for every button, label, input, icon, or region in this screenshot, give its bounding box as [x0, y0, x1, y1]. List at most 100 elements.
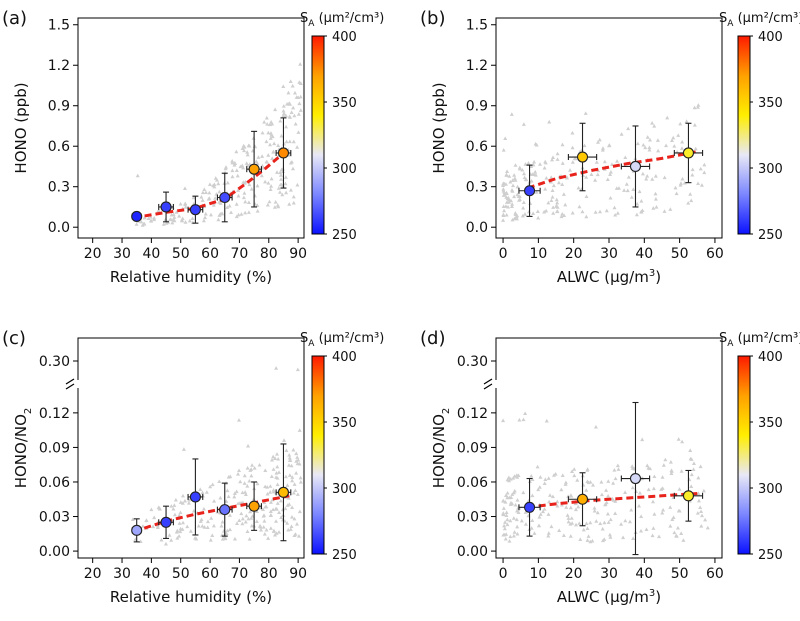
scatter-point: [674, 191, 679, 196]
scatter-point: [234, 149, 239, 154]
scatter-point: [650, 177, 655, 181]
scatter-point: [561, 533, 566, 538]
scatter-point: [611, 498, 616, 502]
plot-frame: [77, 337, 305, 559]
scatter-point: [269, 184, 274, 188]
scatter-point: [503, 536, 508, 541]
scatter-point: [515, 531, 520, 536]
scatter-point: [690, 167, 695, 172]
scatter-point: [606, 520, 611, 524]
scatter-point: [209, 516, 214, 520]
scatter-point: [523, 162, 528, 166]
scatter-point: [163, 541, 168, 546]
scatter-point: [290, 478, 295, 483]
scatter-point: [287, 114, 292, 119]
colorbar-title: SA (μm²/cm³): [300, 331, 384, 349]
background-scatter: [501, 103, 707, 222]
colorbar-tick-label: 250: [332, 548, 357, 563]
scatter-point: [584, 194, 589, 199]
scatter-point: [676, 133, 681, 137]
scatter-point: [521, 122, 526, 126]
scatter-point: [637, 490, 642, 495]
scatter-point: [689, 457, 694, 461]
scatter-point: [155, 523, 160, 528]
scatter-point: [513, 163, 518, 167]
scatter-point: [688, 192, 693, 196]
scatter-point: [696, 498, 701, 503]
scatter-point: [505, 490, 510, 495]
scatter-point: [550, 494, 555, 499]
scatter-point: [289, 524, 294, 528]
scatter-point: [635, 201, 640, 206]
scatter-point: [277, 190, 282, 194]
scatter-point: [264, 159, 269, 164]
scatter-point: [203, 211, 208, 216]
scatter-point: [533, 169, 538, 174]
scatter-point: [551, 473, 556, 477]
scatter-point: [669, 471, 674, 475]
scatter-point: [270, 121, 275, 126]
scatter-point: [191, 195, 196, 200]
scatter-point: [271, 528, 276, 533]
scatter-point: [608, 535, 613, 539]
scatter-point: [526, 209, 531, 214]
scatter-point: [544, 176, 549, 180]
scatter-point: [243, 492, 248, 497]
scatter-point: [249, 467, 254, 471]
colorbar-title-units: (μm²/cm³): [314, 11, 384, 26]
scatter-point: [179, 218, 184, 222]
scatter-point: [208, 484, 213, 489]
data-point: [576, 151, 589, 163]
scatter-point: [614, 186, 619, 190]
scatter-point: [689, 198, 694, 203]
scatter-point: [505, 169, 510, 174]
scatter-point: [508, 518, 513, 523]
panel-a: 20 30 40 50 60 70 80 90 0.0 0.3 0.6 0.9 1.2 1.5 Relati…: [2, 8, 384, 286]
scatter-point: [573, 507, 578, 512]
scatter-point: [241, 143, 246, 148]
scatter-point: [599, 492, 604, 497]
scatter-point: [274, 531, 279, 535]
scatter-point: [615, 211, 620, 215]
scatter-point: [278, 173, 283, 177]
scatter-point: [229, 210, 234, 215]
y-tick-label-top: 0.30: [457, 354, 488, 370]
y-tick-label: 0.3: [466, 180, 488, 196]
scatter-point: [695, 511, 700, 515]
data-point: [629, 160, 642, 173]
scatter-point: [559, 214, 564, 219]
scatter-point: [198, 519, 203, 523]
scatter-point: [613, 499, 618, 503]
scatter-point: [623, 155, 628, 160]
scatter-point: [298, 475, 303, 480]
scatter-point: [608, 169, 613, 174]
scatter-point: [522, 212, 527, 216]
data-point-group: [187, 458, 204, 536]
scatter-point: [254, 519, 259, 523]
x-axis-label-end: ): [655, 588, 661, 606]
data-point: [277, 147, 290, 159]
x-tick-label: 10: [529, 566, 547, 582]
scatter-point: [692, 122, 697, 127]
data-point-group: [567, 472, 598, 527]
scatter-point: [672, 144, 677, 148]
scatter-point: [280, 192, 285, 197]
data-point: [523, 185, 536, 197]
scatter-point: [524, 177, 529, 182]
data-point-group: [187, 195, 204, 224]
scatter-point: [177, 534, 182, 538]
scatter-point: [517, 194, 522, 198]
scatter-point: [507, 174, 512, 178]
scatter-point: [639, 199, 644, 203]
scatter-point: [600, 148, 605, 152]
scatter-point: [530, 493, 535, 498]
scatter-point: [271, 149, 276, 154]
scatter-point: [570, 130, 575, 135]
scatter-point: [262, 500, 267, 505]
scatter-point: [291, 447, 296, 452]
scatter-point: [272, 141, 277, 146]
scatter-point: [699, 524, 704, 528]
scatter-point: [240, 516, 245, 521]
